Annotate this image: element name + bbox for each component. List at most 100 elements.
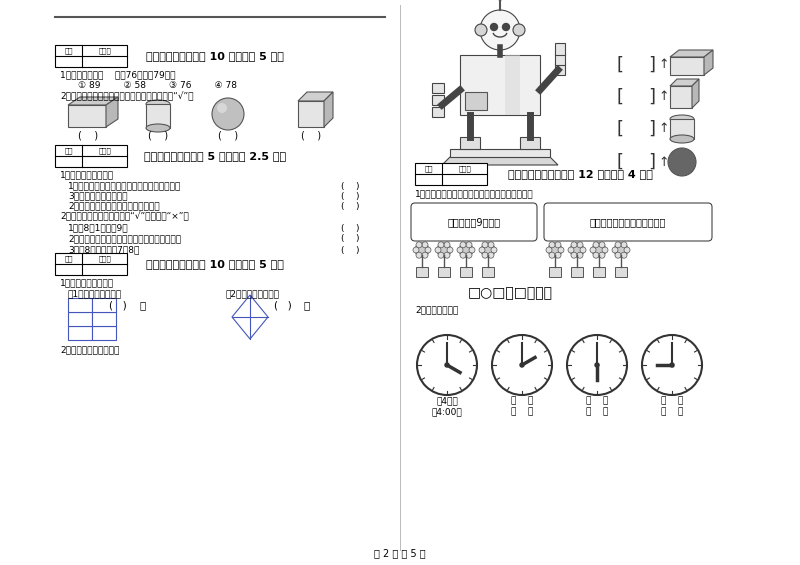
Text: 个: 个 [140,300,146,310]
Polygon shape [692,79,699,108]
Text: 评卷人: 评卷人 [458,165,471,172]
Text: 得分: 得分 [65,147,73,154]
Circle shape [621,242,627,248]
Circle shape [621,252,627,258]
Polygon shape [670,50,713,57]
Polygon shape [704,50,713,75]
FancyBboxPatch shape [544,203,712,241]
FancyBboxPatch shape [571,267,583,277]
Circle shape [460,252,466,258]
Bar [415,163,487,185]
Circle shape [549,242,555,248]
Text: 四、选一选（本题共 10 分，每题 5 分）: 四、选一选（本题共 10 分，每题 5 分） [146,51,284,61]
Text: 1．下列数中，（    ）比76大，比79小。: 1．下列数中，（ ）比76大，比79小。 [60,71,175,80]
Bar [520,137,540,149]
Bar [55,145,127,167]
Text: (    ): ( ) [341,246,359,254]
Text: 3．长方形就是正方形。: 3．长方形就是正方形。 [68,192,127,201]
Text: [: [ [617,153,623,171]
Text: （1）有几个长方形。: （1）有几个长方形。 [68,289,122,298]
Bar [555,43,565,55]
Circle shape [447,247,453,253]
Text: 2．从右边起，第一位是十位，第二位是个位。: 2．从右边起，第一位是十位，第二位是个位。 [68,234,181,244]
Text: （4时）: （4时） [436,397,458,406]
Bar [68,298,92,312]
Polygon shape [442,157,558,165]
Text: （    ）: （ ） [511,397,533,406]
Bar [55,253,127,275]
Bar [432,83,444,93]
Circle shape [602,247,608,253]
Circle shape [466,242,472,248]
Text: 第二组栽的和第一组同样多。: 第二组栽的和第一组同样多。 [590,217,666,227]
Text: 得分: 得分 [425,165,433,172]
Text: (    ): ( ) [341,224,359,233]
Text: （    ）: （ ） [661,397,683,406]
Circle shape [577,252,583,258]
Bar [670,119,694,139]
Bar [432,95,444,105]
Text: ↑: ↑ [658,90,670,103]
Circle shape [437,243,451,257]
Text: 2．下面的说法对吗，对的打“√”，错的打“×”。: 2．下面的说法对吗，对的打“√”，错的打“×”。 [60,212,189,221]
Text: 第一组栽了9盆花。: 第一组栽了9盆花。 [447,217,501,227]
Circle shape [488,242,494,248]
Circle shape [546,247,552,253]
Circle shape [502,24,510,31]
Bar [465,92,487,110]
FancyBboxPatch shape [482,267,494,277]
Polygon shape [670,79,699,86]
Bar [460,55,540,115]
Circle shape [482,242,488,248]
Text: (    ): ( ) [148,130,168,140]
Text: ↑: ↑ [658,123,670,136]
Text: ]: ] [649,88,655,106]
Text: ↑: ↑ [658,155,670,168]
Bar [450,149,550,157]
Circle shape [422,242,428,248]
Polygon shape [298,92,333,101]
Text: 2．数一数，填一填吧。: 2．数一数，填一填吧。 [60,346,119,354]
Polygon shape [68,97,118,105]
Text: 2．两个三角形可以拼成一个四边形。: 2．两个三角形可以拼成一个四边形。 [68,202,160,211]
Circle shape [444,252,450,258]
Bar [670,57,704,75]
Bar [555,63,565,75]
Bar [460,137,480,149]
Circle shape [475,24,487,36]
Circle shape [416,252,422,258]
Circle shape [571,242,577,248]
Circle shape [492,335,552,395]
Text: 五、对与错（本题共 5 分，每题 2.5 分）: 五、对与错（本题共 5 分，每题 2.5 分） [144,151,286,161]
Circle shape [580,247,586,253]
Text: 评卷人: 评卷人 [98,147,111,154]
Circle shape [413,247,419,253]
Ellipse shape [146,100,170,108]
Circle shape [570,243,584,257]
Text: 2．我会认钟表。: 2．我会认钟表。 [415,306,458,315]
Text: (   ): ( ) [109,300,127,310]
Text: 七、看图说话（本题共 12 分，每题 4 分）: 七、看图说话（本题共 12 分，每题 4 分） [507,169,653,179]
Ellipse shape [670,115,694,123]
Text: 1．我会判断对与错。: 1．我会判断对与错。 [60,171,114,180]
Text: [: [ [617,88,623,106]
Circle shape [457,247,463,253]
Text: (    ): ( ) [341,202,359,211]
Circle shape [491,247,497,253]
Circle shape [590,247,596,253]
Circle shape [670,363,674,367]
Bar [68,326,92,340]
Circle shape [435,247,441,253]
Circle shape [642,335,702,395]
Circle shape [438,252,444,258]
FancyBboxPatch shape [615,267,627,277]
Text: 1．看图说话，算一算两个组一共栽了多少盆花？: 1．看图说话，算一算两个组一共栽了多少盆花？ [415,189,534,198]
Circle shape [459,243,473,257]
Bar [146,104,170,128]
Text: 得分: 得分 [65,255,73,262]
Circle shape [416,242,422,248]
Bar [670,86,692,108]
Circle shape [444,242,450,248]
Bar [505,55,520,115]
Text: ① 89        ② 58        ③ 76        ④ 78: ① 89 ② 58 ③ 76 ④ 78 [78,81,237,90]
